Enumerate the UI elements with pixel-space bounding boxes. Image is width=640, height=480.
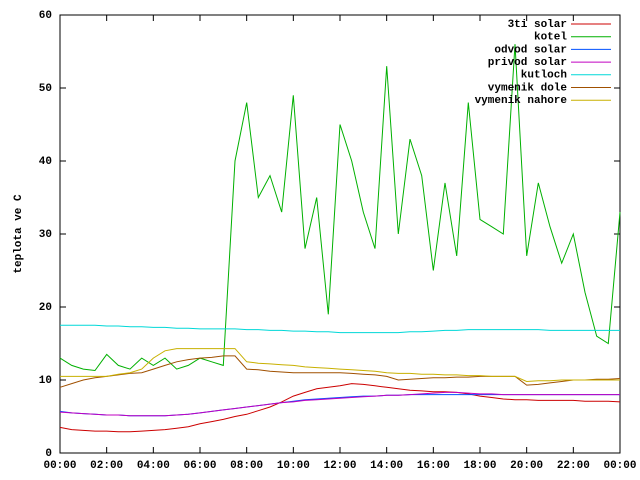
series-line [59,355,621,388]
legend-label: privod solar [488,57,567,69]
legend-label: kutloch [521,70,567,82]
series-line [59,391,620,417]
x-tick-label: 20:00 [510,460,543,472]
x-tick-label: 14:00 [370,460,403,472]
y-tick-label: 30 [39,229,52,241]
y-tick-label: 0 [45,448,52,460]
y-tick-label: 10 [39,375,52,387]
x-tick-label: 00:00 [43,460,76,472]
legend-label: odvod solar [494,44,567,56]
series-line [60,324,620,334]
x-tick-label: 22:00 [557,460,590,472]
x-tick-label: 06:00 [183,460,216,472]
x-tick-label: 10:00 [277,460,310,472]
y-tick-label: 60 [39,10,52,22]
x-tick-label: 04:00 [137,460,170,472]
x-tick-label: 16:00 [417,460,450,472]
x-tick-label: 08:00 [230,460,263,472]
legend-label: kotel [534,32,567,44]
y-tick-label: 20 [39,302,52,314]
y-tick-label: 50 [39,83,52,95]
series-line [60,348,620,383]
x-tick-label: 00:00 [603,460,636,472]
legend-label: 3ti solar [508,19,567,31]
x-tick-label: 02:00 [90,460,123,472]
series-line [59,383,621,433]
y-tick-label: 40 [39,156,52,168]
legend-label: vymenik dole [488,82,568,94]
series-line [59,44,621,372]
legend-label: vymenik nahore [475,95,568,107]
y-axis-label: teplota ve C [13,194,25,274]
x-tick-label: 12:00 [323,460,356,472]
x-tick-label: 18:00 [463,460,496,472]
